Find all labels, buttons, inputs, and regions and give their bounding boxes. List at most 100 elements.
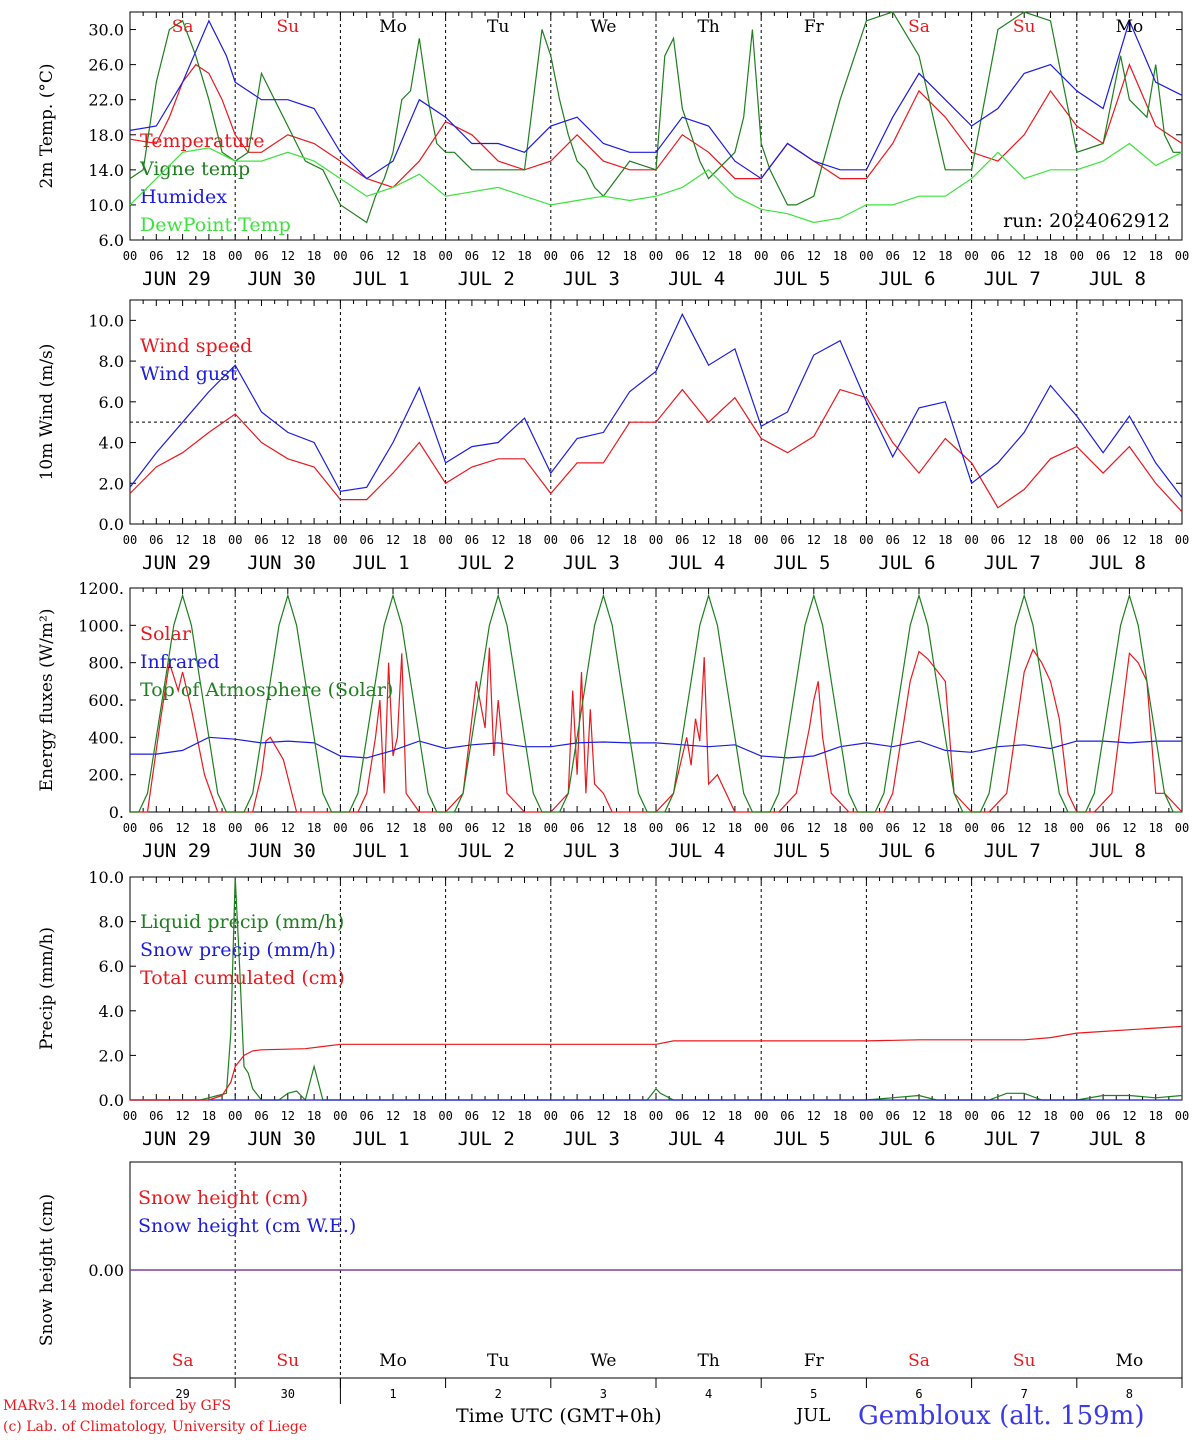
y-tick-label: 4.0 [99,1002,124,1021]
date-label: JUL 3 [563,1128,620,1150]
hour-label: 18 [833,249,847,263]
day-number-label: 6 [915,1387,922,1401]
hour-label: 06 [675,821,689,835]
hour-label: 00 [964,533,978,547]
hour-label: 18 [517,821,531,835]
hour-label: 12 [912,533,926,547]
series-line-wind-speed [129,388,1183,513]
hour-label: 00 [1175,249,1189,263]
hour-label: 00 [228,1109,242,1123]
hour-label: 18 [1148,249,1162,263]
y-tick-label: 6.0 [99,393,124,412]
date-label: JUL 1 [352,268,409,290]
hour-label: 18 [307,249,321,263]
hour-label: 06 [465,821,479,835]
series-line-humidex [129,19,1183,180]
y-tick-label: 0.00 [88,1261,124,1280]
hour-label: 00 [123,821,137,835]
legend-entry: Liquid precip (mm/h) [140,911,344,933]
date-label: JUN 29 [142,840,211,862]
hour-label: 00 [438,1109,452,1123]
hour-label: 06 [254,249,268,263]
date-label: JUL 4 [668,840,725,862]
hour-label: 00 [228,249,242,263]
legend-entry: Temperature [140,130,264,152]
date-label: JUL 2 [458,552,515,574]
hour-label: 00 [754,249,768,263]
hour-label: 06 [1096,1109,1110,1123]
date-label: JUL 6 [878,268,935,290]
hour-label: 18 [307,1109,321,1123]
y-tick-label: 1000. [78,616,124,635]
hour-label: 00 [123,533,137,547]
y-tick-label: 30.0 [88,21,124,40]
hour-label: 12 [491,821,505,835]
date-label: JUL 6 [878,1128,935,1150]
date-label: JUL 5 [773,1128,830,1150]
hour-label: 12 [175,821,189,835]
y-axis-label: Precip (mm/h) [37,927,57,1050]
day-number-label: 5 [810,1387,817,1401]
weekday-label: Sa [908,1351,930,1371]
y-tick-label: 4.0 [99,434,124,453]
date-label: JUL 3 [563,268,620,290]
day-number-label: 7 [1021,1387,1028,1401]
weekday-label: Mo [1116,1351,1144,1371]
hour-label: 00 [544,1109,558,1123]
hour-label: 12 [701,533,715,547]
month-label: JUL [796,1405,831,1426]
series-line-temperature [129,62,1183,189]
hour-label: 18 [412,533,426,547]
hour-label: 00 [333,249,347,263]
date-label: JUN 29 [142,268,211,290]
legend-entry: DewPoint Temp [140,214,291,236]
hour-label: 00 [438,533,452,547]
series-line-solar [130,647,1183,813]
day-number-label: 8 [1126,1387,1133,1401]
date-label: JUL 5 [773,840,830,862]
legend-entry: Humidex [140,186,227,208]
y-axis-label: Snow height (cm) [37,1194,57,1346]
date-label: JUL 6 [878,552,935,574]
station-label: Gembloux (alt. 159m) [858,1401,1145,1431]
series-line-infrared [130,736,1182,759]
hour-label: 12 [281,533,295,547]
hour-label: 06 [149,821,163,835]
hour-label: 00 [123,249,137,263]
y-tick-label: 18.0 [88,126,124,145]
y-tick-label: 1200. [78,579,124,598]
y-axis-label: 2m Temp. (°C) [37,63,57,188]
hour-label: 18 [307,533,321,547]
weekday-label: Fr [804,1351,825,1371]
hour-label: 06 [885,249,899,263]
legend-entry: Solar [140,623,192,645]
hour-label: 06 [675,1109,689,1123]
hour-label: 12 [175,533,189,547]
hour-label: 06 [885,533,899,547]
hour-label: 00 [333,533,347,547]
y-tick-label: 0. [109,803,124,822]
weekday-label: We [590,17,616,37]
hour-label: 18 [202,249,216,263]
date-label: JUL 3 [563,840,620,862]
date-label: JUL 1 [352,552,409,574]
weekday-label: Sa [172,17,194,37]
series-line-wind-gust [129,312,1183,498]
y-tick-label: 10.0 [88,868,124,887]
hour-label: 12 [807,533,821,547]
model-credit-line1: MARv3.14 model forced by GFS [3,1398,232,1414]
date-label: JUL 4 [668,1128,725,1150]
legend-entry: Wind gust [140,363,238,385]
hour-label: 12 [807,249,821,263]
hour-label: 06 [1096,249,1110,263]
y-tick-label: 6.0 [99,231,124,250]
hour-label: 18 [517,1109,531,1123]
hour-label: 12 [596,821,610,835]
date-label: JUL 8 [1089,552,1146,574]
y-tick-label: 0.0 [99,515,124,534]
hour-label: 00 [859,821,873,835]
hour-label: 12 [491,1109,505,1123]
hour-label: 18 [517,249,531,263]
hour-label: 00 [438,821,452,835]
weekday-label: Mo [379,17,407,37]
